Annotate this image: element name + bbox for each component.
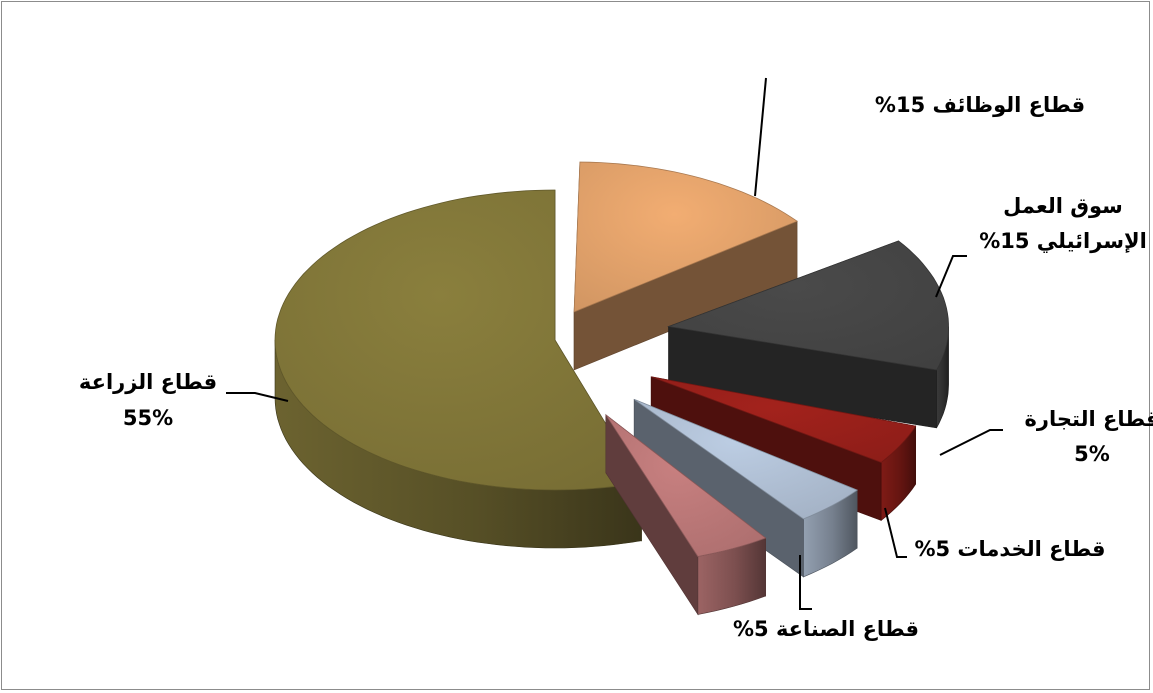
pie-slice-0 — [573, 161, 798, 371]
leader-line-3 — [884, 507, 907, 558]
pie-slice-3 — [633, 398, 859, 578]
slice-label-5: قطاع الزراعة 55% — [79, 370, 217, 430]
slice-label-2: قطاع التجارة 5% — [1025, 407, 1153, 466]
leader-line-2 — [939, 429, 1003, 456]
slice-label-4: قطاع الصناعة 5% — [733, 617, 919, 641]
pie-slice-4 — [605, 413, 767, 616]
pie-slice-1 — [667, 240, 949, 429]
slice-label-0: قطاع الوظائف 15% — [875, 93, 1085, 117]
leader-line-4 — [799, 555, 812, 610]
leader-line-0 — [754, 77, 767, 197]
leader-line-1 — [935, 255, 967, 298]
leader-line-5 — [226, 392, 289, 402]
slice-label-3: قطاع الخدمات 5% — [914, 537, 1105, 561]
slice-label-1: سوق العمل الإسرائيلي 15% — [979, 194, 1147, 253]
